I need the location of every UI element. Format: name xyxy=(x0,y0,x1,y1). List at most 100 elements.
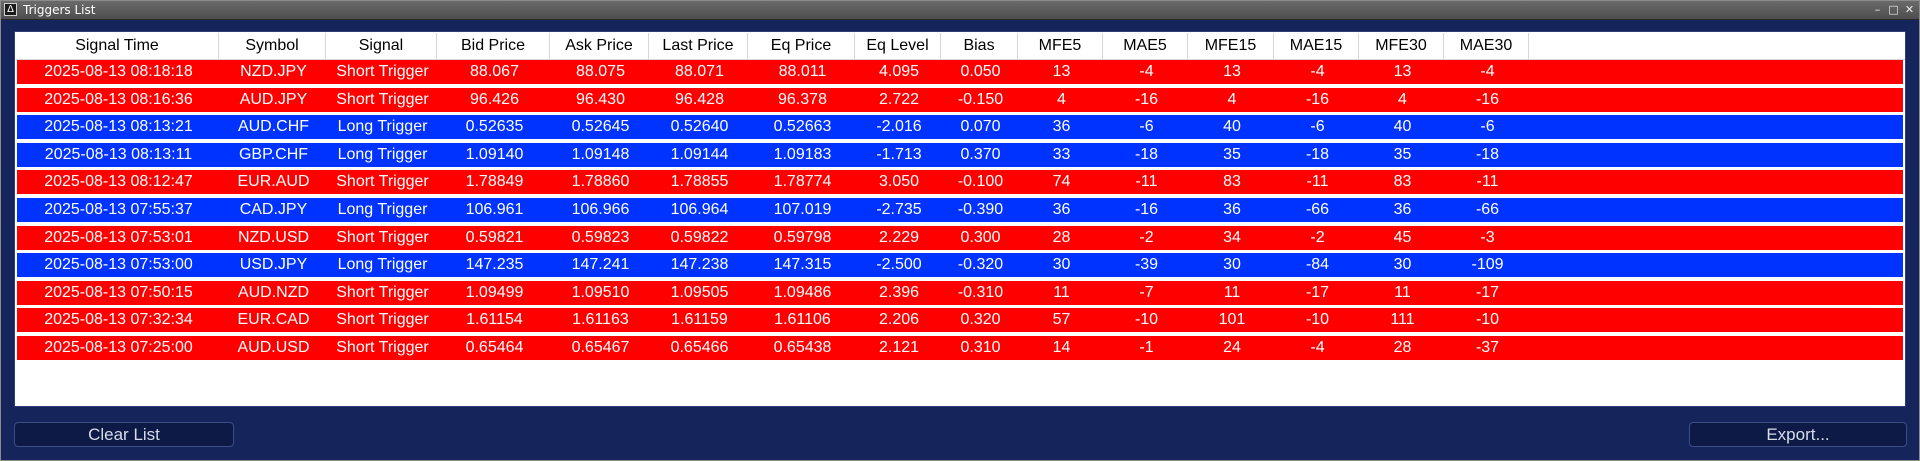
table-cell: 2025-08-13 07:55:37 xyxy=(44,201,193,218)
table-cell: -17 xyxy=(1475,283,1500,301)
clear-list-button[interactable]: Clear List xyxy=(14,422,234,447)
table-cell: 74 xyxy=(1052,173,1071,191)
table-row[interactable]: 2025-08-13 08:13:11 GBP.CHF Long Trigger 1.… xyxy=(17,142,1903,167)
table-cell: 34 xyxy=(1223,228,1241,246)
column-header-mfe5[interactable]: MFE5 xyxy=(1018,33,1103,59)
table-cell: 0.52635 xyxy=(465,118,524,136)
table-cell: 0.59822 xyxy=(670,228,729,246)
table-cell: 30 xyxy=(1393,256,1412,274)
table-cell: 1.78855 xyxy=(670,173,729,191)
table-cell: -2.500 xyxy=(876,256,922,274)
table-cell: 1.09486 xyxy=(773,283,832,301)
table-cell: 30 xyxy=(1223,256,1241,274)
table-cell: -66 xyxy=(1305,201,1330,218)
table-cell: 57 xyxy=(1052,311,1071,329)
table-cell: -4 xyxy=(1310,63,1325,80)
table-cell: AUD.JPY xyxy=(239,90,308,108)
window-title: Triggers List xyxy=(23,3,96,17)
title-bar[interactable]: Δ Triggers List – □ ✕ xyxy=(1,1,1919,20)
table-cell: 0.370 xyxy=(960,145,1001,163)
table-cell: 0.070 xyxy=(960,118,1001,136)
table-cell: -7 xyxy=(1139,283,1154,301)
table-cell: -4 xyxy=(1310,339,1325,356)
table-cell: 40 xyxy=(1393,118,1412,136)
table-row[interactable]: 2025-08-13 08:18:18 NZD.JPY Short Trigger 8… xyxy=(17,60,1903,84)
table-cell: -2 xyxy=(1310,228,1325,246)
table-cell: -11 xyxy=(1306,173,1329,191)
column-header-bias[interactable]: Bias xyxy=(941,33,1018,59)
column-header-mfe15[interactable]: MFE15 xyxy=(1188,33,1274,59)
table-cell: -6 xyxy=(1139,118,1154,136)
table-row[interactable]: 2025-08-13 07:50:15 AUD.NZD Short Trigger 1… xyxy=(17,280,1903,305)
table-cell: 2025-08-13 08:16:36 xyxy=(44,90,193,108)
table-cell: 83 xyxy=(1393,173,1412,191)
column-header-bid-price[interactable]: Bid Price xyxy=(437,33,550,59)
column-header-eq-level[interactable]: Eq Level xyxy=(855,33,941,59)
table-cell: -6 xyxy=(1480,118,1495,136)
column-header-mfe30[interactable]: MFE30 xyxy=(1359,33,1444,59)
table-row[interactable]: 2025-08-13 08:13:21 AUD.CHF Long Trigger 0.… xyxy=(17,115,1903,140)
export-button[interactable]: Export... xyxy=(1689,422,1907,447)
table-cell: 2025-08-13 07:50:15 xyxy=(44,283,193,301)
table-cell: EUR.AUD xyxy=(237,173,310,191)
table-cell: 30 xyxy=(1052,256,1071,274)
table-cell: 1.78849 xyxy=(465,173,524,191)
table-cell: 88.071 xyxy=(675,63,724,80)
table-cell: 2025-08-13 08:18:18 xyxy=(44,63,193,80)
maximize-icon[interactable]: □ xyxy=(1888,3,1899,16)
table-cell: Long Trigger xyxy=(337,118,428,136)
table-cell: Long Trigger xyxy=(337,201,428,218)
table-cell: 0.59798 xyxy=(773,228,832,246)
table-cell: -66 xyxy=(1475,201,1500,218)
table-cell: -16 xyxy=(1134,90,1159,108)
table-cell: 107.019 xyxy=(773,201,832,218)
table-cell: 147.235 xyxy=(465,256,524,274)
table-row[interactable]: 2025-08-13 08:12:47 EUR.AUD Short Trigger 1… xyxy=(17,170,1903,195)
table-cell: 2025-08-13 07:53:00 xyxy=(44,256,193,274)
table-cell: USD.JPY xyxy=(239,256,308,274)
column-header-symbol[interactable]: Symbol xyxy=(219,33,326,59)
minimize-icon[interactable]: – xyxy=(1874,3,1881,16)
table-cell: 2.722 xyxy=(878,90,920,108)
column-header-signal[interactable]: Signal xyxy=(326,33,437,59)
table-row[interactable]: 2025-08-13 07:32:34 EUR.CAD Short Trigger 1… xyxy=(17,308,1903,333)
table-cell: 106.966 xyxy=(571,201,630,218)
column-header-mae30[interactable]: MAE30 xyxy=(1444,33,1529,59)
table-row[interactable]: 2025-08-13 07:53:01 NZD.USD Short Trigger 0… xyxy=(17,225,1903,250)
column-header-mae5[interactable]: MAE5 xyxy=(1103,33,1188,59)
table-cell: 13 xyxy=(1052,63,1071,80)
table-row[interactable]: 2025-08-13 07:55:37 CAD.JPY Long Trigger 10… xyxy=(17,198,1903,222)
table-cell: 1.61154 xyxy=(466,311,523,329)
column-header-ask-price[interactable]: Ask Price xyxy=(550,33,649,59)
table-cell: 106.964 xyxy=(670,201,729,218)
table-cell: 11 xyxy=(1053,283,1070,301)
table-row[interactable]: 2025-08-13 07:25:00 AUD.USD Short Trigger 0… xyxy=(17,336,1903,360)
table-cell: 0.050 xyxy=(960,63,1001,80)
table-cell: 1.09499 xyxy=(465,283,524,301)
column-header-mae15[interactable]: MAE15 xyxy=(1274,33,1359,59)
column-header-last-price[interactable]: Last Price xyxy=(649,33,748,59)
table-row[interactable]: 2025-08-13 07:53:00 USD.JPY Long Trigger 14… xyxy=(17,253,1903,278)
table-cell: 24 xyxy=(1223,339,1241,356)
table-cell: 35 xyxy=(1223,145,1241,163)
table-cell: -10 xyxy=(1305,311,1330,329)
column-header-signal-time[interactable]: Signal Time xyxy=(16,33,219,59)
table-row[interactable]: 2025-08-13 08:16:36 AUD.JPY Short Trigger 9… xyxy=(17,87,1903,112)
table-cell: 13 xyxy=(1393,63,1412,80)
table-cell: -10 xyxy=(1134,311,1159,329)
triggers-table[interactable]: Signal Time Symbol Signal Bid Price Ask Pric… xyxy=(14,31,1906,407)
table-cell: -2 xyxy=(1139,228,1154,246)
close-icon[interactable]: ✕ xyxy=(1904,3,1915,16)
table-cell: 1.78774 xyxy=(773,173,832,191)
table-cell: 0.300 xyxy=(960,228,1001,246)
table-cell: 2.121 xyxy=(878,339,920,356)
table-cell: 1.78860 xyxy=(571,173,630,191)
column-header-eq-price[interactable]: Eq Price xyxy=(748,33,855,59)
table-cell: 13 xyxy=(1223,63,1241,80)
table-cell: 1.09140 xyxy=(465,145,524,163)
table-cell: 4.095 xyxy=(878,63,920,80)
table-cell: 0.52645 xyxy=(571,118,630,136)
table-cell: Short Trigger xyxy=(336,173,429,191)
table-cell: -16 xyxy=(1134,201,1159,218)
table-cell: -84 xyxy=(1305,256,1330,274)
